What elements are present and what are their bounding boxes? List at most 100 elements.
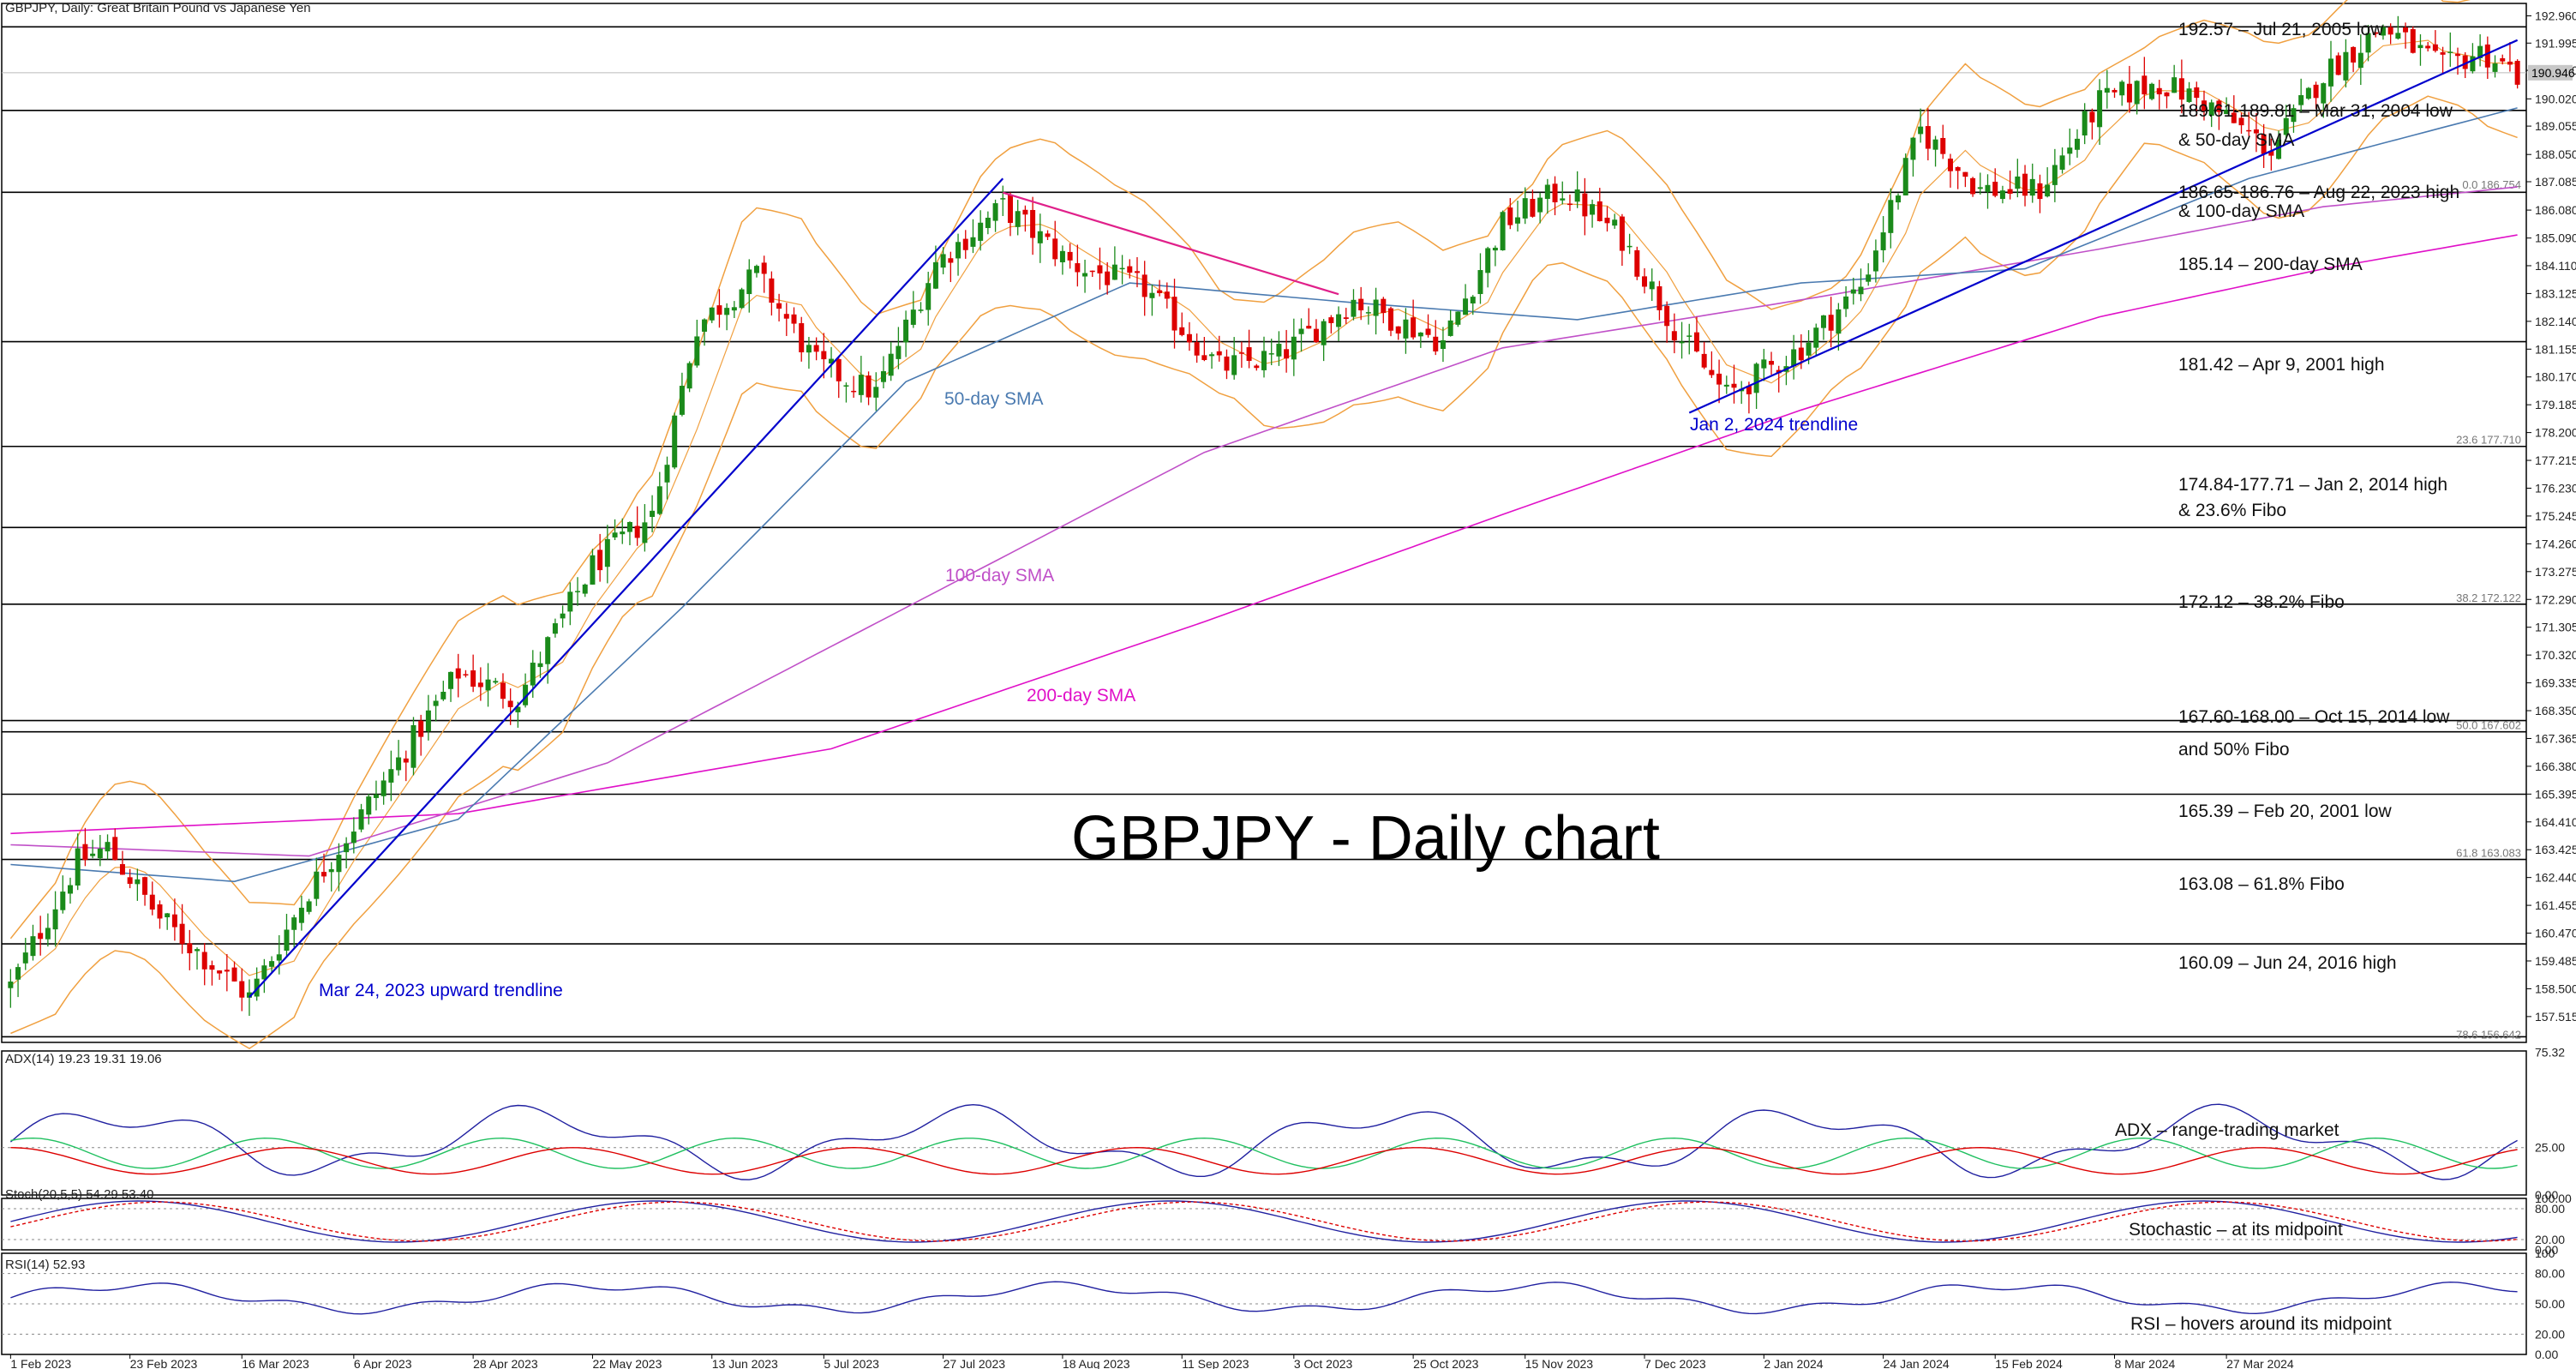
stoch-note: Stochastic – at its midpoint: [2129, 1220, 2343, 1240]
candle-bull: [686, 363, 692, 389]
y-tick-label: 164.410: [2535, 815, 2576, 829]
candle-bull: [2082, 111, 2088, 136]
candle-bull: [664, 465, 670, 483]
candle-bear: [1798, 347, 1804, 361]
candle-bull: [2067, 147, 2073, 154]
candle-bull: [620, 531, 626, 535]
candle-bull: [567, 591, 573, 612]
candle-bull: [52, 909, 58, 930]
candle-bull: [880, 371, 886, 382]
candle-bear: [2373, 32, 2379, 34]
y-tick-label: 185.090: [2535, 231, 2576, 245]
candle-bull: [2015, 176, 2021, 189]
candle-bull: [932, 261, 938, 289]
annotation-50fibo: and 50% Fibo: [2178, 740, 2290, 760]
candle-bull: [1813, 327, 1819, 348]
candle-bull: [380, 780, 386, 796]
rsi-panel-tick: 0.00: [2535, 1348, 2558, 1361]
x-axis: 1 Feb 2023 23 Feb 2023 16 Mar 2023 6 Apr 20…: [9, 1354, 2294, 1369]
x-tick-label: 15 Feb 2024: [1995, 1357, 2063, 1369]
candle-bull: [1612, 219, 1618, 226]
stoch-label: Stoch(20,5,5) 54.29 53.40: [5, 1187, 153, 1202]
candle-bull: [1321, 321, 1327, 345]
candle-bull: [1791, 349, 1797, 367]
candle-bear: [1530, 199, 1536, 217]
annotation-100sma: & 100-day SMA: [2178, 201, 2304, 221]
candle-bear: [1388, 308, 1394, 331]
sma200-line: [10, 234, 2518, 835]
x-tick-label: 15 Nov 2023: [1525, 1357, 1594, 1369]
candle-bull: [709, 307, 715, 321]
candle-bear: [1656, 285, 1662, 310]
current-price-box: [2528, 64, 2573, 81]
candle-bull: [1082, 273, 1088, 277]
candle-bull: [724, 308, 730, 315]
candle-bull: [1149, 292, 1155, 298]
candle-bull: [1485, 248, 1491, 273]
candle-bear: [1634, 249, 1640, 277]
candle-bear: [463, 674, 469, 675]
x-tick-label: 16 Mar 2023: [242, 1357, 309, 1369]
candle-bull: [1298, 328, 1304, 334]
candle-bear: [2022, 173, 2028, 196]
candle-bear: [1582, 193, 1588, 217]
candle-bull: [1820, 315, 1826, 328]
candle-bear: [716, 305, 722, 315]
candle-bull: [314, 871, 320, 899]
candle-bull: [1463, 298, 1469, 315]
candle-bear: [418, 720, 424, 737]
candle-bull: [2045, 184, 2051, 197]
candle-bull: [261, 965, 267, 980]
candle-bull: [2343, 51, 2349, 81]
annotation-167-60: 167.60-168.00 – Oct 15, 2014 low: [2178, 707, 2450, 727]
candle-bull: [918, 309, 924, 311]
candle-bear: [1962, 171, 1968, 177]
candle-bull: [590, 555, 596, 585]
candle-bear: [1381, 298, 1387, 314]
candle-bull: [1590, 204, 1596, 215]
candle-bull: [552, 623, 558, 634]
candle-bear: [866, 375, 872, 398]
candle-bull: [1761, 359, 1767, 369]
candle-bull: [1910, 137, 1916, 160]
candle-bear: [1992, 182, 1998, 196]
candle-bull: [396, 757, 402, 771]
candle-bear: [2246, 129, 2252, 132]
candle-bull: [1455, 311, 1461, 325]
candle-bear: [2351, 46, 2357, 63]
candle-bull: [896, 345, 902, 359]
candle-bull: [2097, 90, 2103, 128]
candle-bear: [769, 278, 775, 303]
candle-bear: [1358, 298, 1364, 311]
candle-bull: [1336, 314, 1342, 327]
candle-bear: [2440, 51, 2446, 55]
y-tick-label: 188.050: [2535, 147, 2576, 161]
stoch-main-line: [10, 1200, 2518, 1243]
candle-bear: [112, 837, 118, 861]
candle-bear: [2007, 189, 2013, 194]
candle-bear: [1709, 369, 1715, 375]
candle-bear: [1507, 207, 1513, 225]
candle-bull: [1111, 264, 1117, 280]
y-tick-label: 183.125: [2535, 286, 2576, 300]
candle-bull: [1037, 231, 1043, 243]
candle-bull: [1500, 212, 1506, 250]
candle-bear: [2484, 44, 2490, 68]
candle-bull: [1977, 187, 1983, 189]
candle-bull: [448, 671, 454, 689]
x-tick-label: 28 Apr 2023: [473, 1357, 538, 1369]
candle-bull: [358, 809, 364, 830]
y-tick-label: 176.230: [2535, 481, 2576, 495]
candle-bear: [149, 894, 155, 910]
candle-bear: [1940, 137, 1946, 154]
candle-bear: [1186, 333, 1192, 343]
y-tick-label: 165.395: [2535, 787, 2576, 801]
candle-bear: [1194, 342, 1200, 356]
candle-bull: [195, 949, 201, 952]
y-tick-label: 160.470: [2535, 927, 2576, 940]
jan-trendline-label: Jan 2, 2024 trendline: [1690, 415, 1858, 435]
adx-line: [9, 1103, 2518, 1180]
mar-trendline-label: Mar 24, 2023 upward trendline: [319, 981, 563, 1000]
y-tick-label: 191.995: [2535, 36, 2576, 50]
y-tick-label: 169.335: [2535, 676, 2576, 690]
